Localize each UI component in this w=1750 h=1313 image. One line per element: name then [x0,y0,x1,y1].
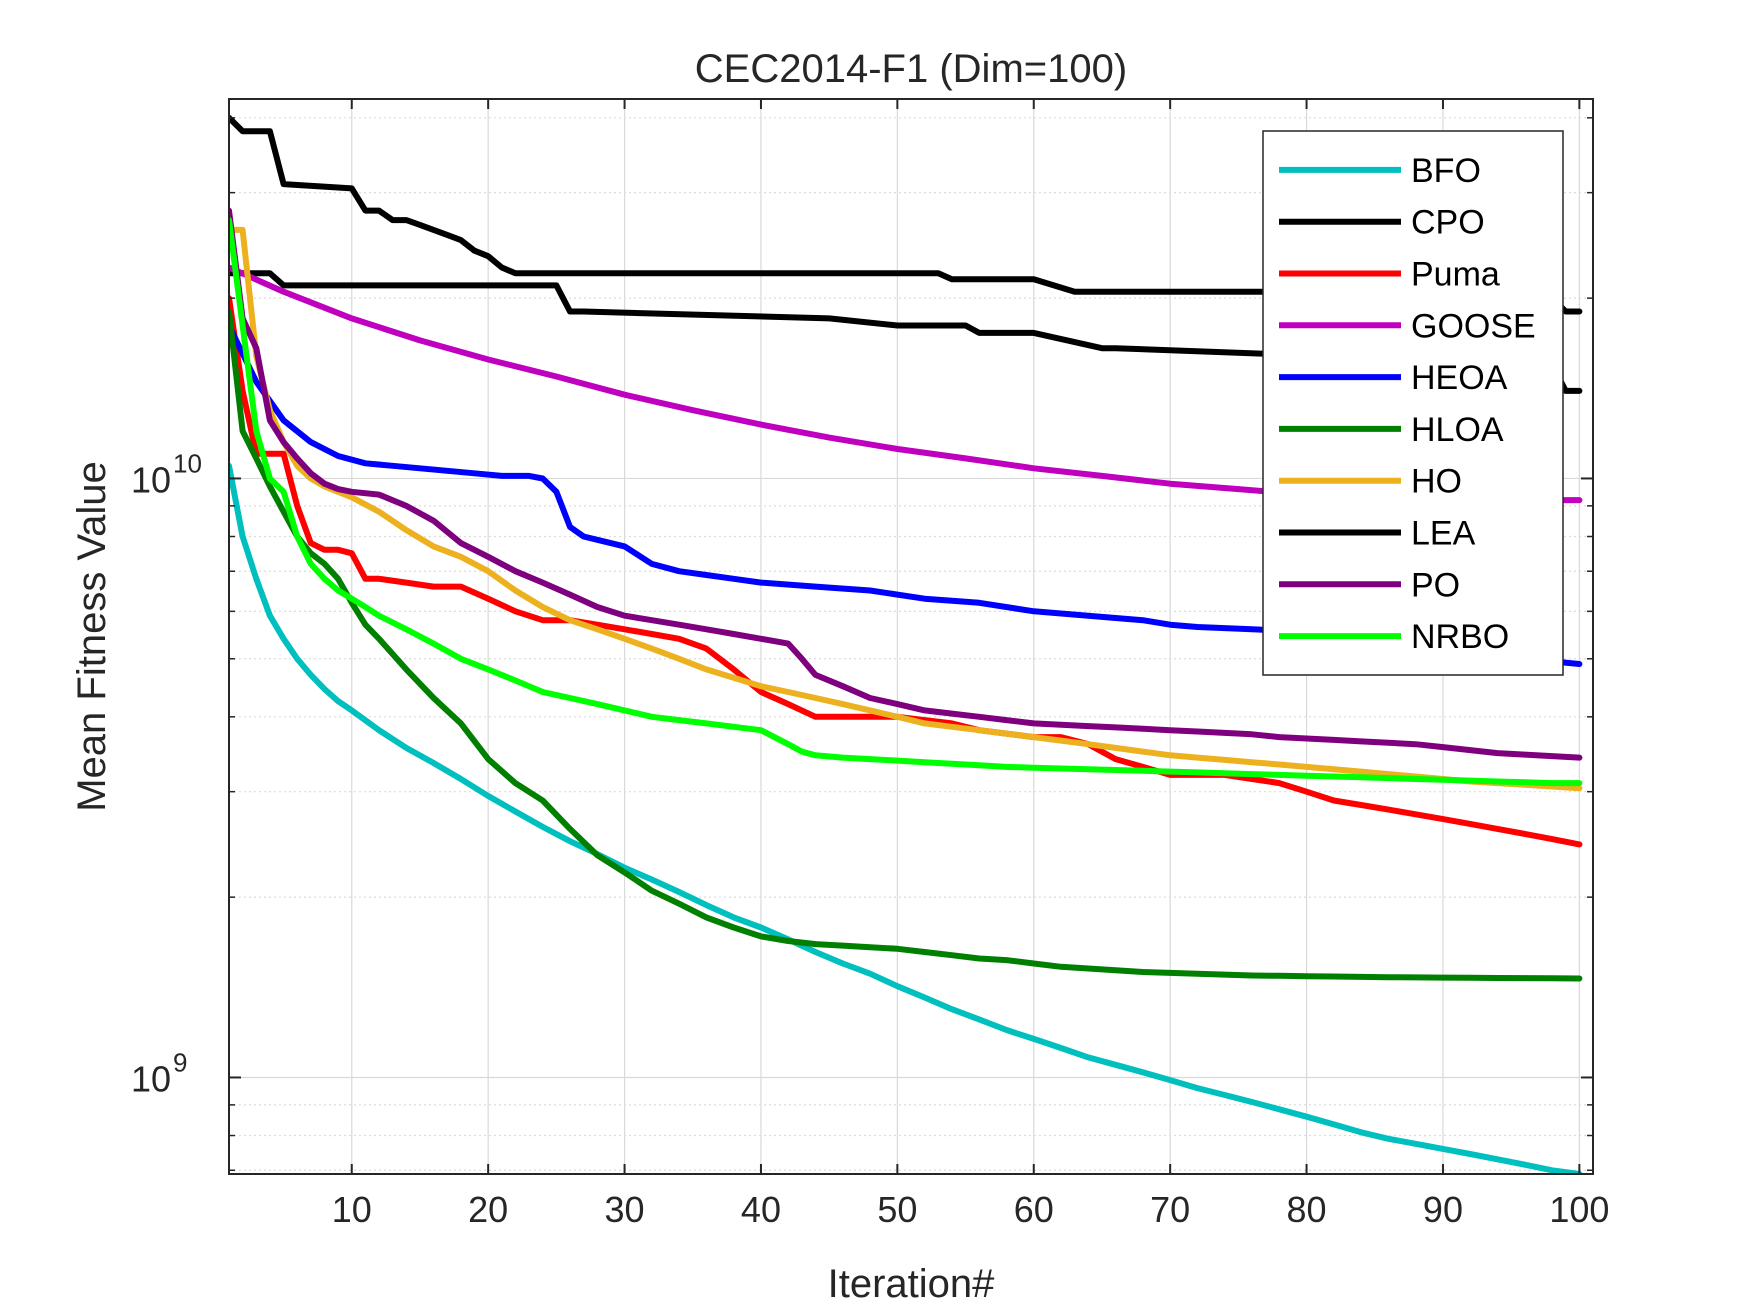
y-tick-label-base: 10 [131,1058,171,1099]
series-line-hloa [229,308,1583,982]
chart-title: CEC2014-F1 (Dim=100) [695,47,1127,91]
y-tick-label-exponent: 9 [173,1047,187,1077]
x-tick-label: 90 [1423,1189,1463,1230]
x-tick-label: 80 [1287,1189,1327,1230]
series-line-nrbo [229,217,1583,787]
y-tick-label-base: 10 [131,459,171,500]
legend-label-lea: LEA [1411,515,1476,553]
x-axis-label: Iteration# [828,1262,996,1306]
legend-label-nrbo: NRBO [1411,618,1509,656]
series-line-po [229,207,1583,761]
series-line-ho [229,226,1583,792]
x-tick-label: 10 [332,1189,372,1230]
series-line-cpo [229,270,1583,394]
legend-label-ho: HO [1411,463,1462,501]
legend-label-hloa: HLOA [1411,411,1504,449]
legend-label-puma: Puma [1411,256,1500,294]
axes-frame [228,98,1594,1175]
legend: BFO CPO Puma GOOSE HEOA HLOA HO LEA PO NRBO [1262,130,1564,676]
legend-label-goose: GOOSE [1411,307,1536,345]
x-tick-label: 100 [1549,1189,1609,1230]
legend-label-cpo: CPO [1411,204,1485,242]
series-line-bfo [229,462,1583,1174]
x-tick-label: 40 [741,1189,781,1230]
legend-label-heoa: HEOA [1411,359,1508,397]
y-tick-label: 10 9 [131,1047,188,1099]
x-tick-label: 60 [1014,1189,1054,1230]
series-lines [229,114,1583,1174]
legend-label-po: PO [1411,566,1460,604]
x-tick-label: 20 [468,1189,508,1230]
x-tick-label: 30 [605,1189,645,1230]
legend-label-bfo: BFO [1411,152,1481,190]
y-tick-label: 10 10 [131,448,202,500]
y-tick-label-exponent: 10 [173,448,202,478]
x-tick-label: 50 [877,1189,917,1230]
x-tick-label: 70 [1150,1189,1190,1230]
series-line-puma [229,295,1583,848]
y-axis-label: Mean Fitness Value [70,461,114,812]
